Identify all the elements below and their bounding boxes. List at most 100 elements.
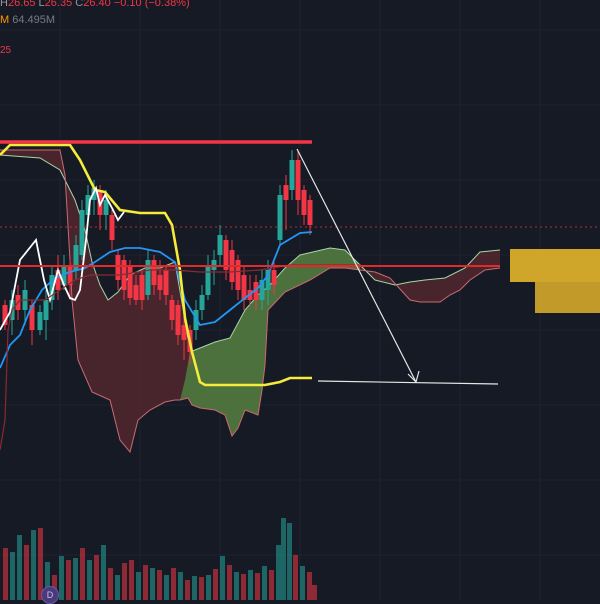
candle-body (151, 260, 157, 285)
volume-bar (234, 572, 239, 600)
volume-bar (66, 560, 71, 600)
candle-body (259, 280, 265, 300)
candle-body (265, 270, 271, 290)
close-label: C (75, 0, 84, 9)
high-label: H (0, 0, 8, 9)
candle-body (2, 305, 8, 325)
candle-body (115, 255, 121, 280)
volume-bar (213, 569, 218, 600)
volume-bar (143, 565, 148, 600)
candle-body (241, 275, 247, 300)
volume-bar (10, 552, 15, 600)
volume-bar (227, 565, 232, 600)
candle-body (235, 260, 241, 290)
volume-bar (307, 572, 312, 600)
candle-body (29, 305, 35, 330)
target-zone-lower (535, 282, 600, 313)
volume-bar (178, 572, 183, 600)
volume-bar (3, 548, 8, 600)
volume-bar (17, 535, 22, 600)
candle-body (157, 275, 163, 290)
candle-body (199, 295, 205, 310)
candle-body (205, 265, 211, 295)
volume-bar (38, 528, 43, 600)
volume-bar (87, 560, 92, 600)
low-value: 26.35 (44, 0, 73, 9)
volume-bar (31, 530, 36, 600)
candle-body (295, 160, 301, 200)
volume-bar (192, 576, 197, 600)
indicator-legend: 25 (0, 45, 12, 56)
volume-bar (262, 566, 267, 600)
volume-bar (206, 575, 211, 600)
candle-body (103, 200, 109, 215)
volume-bar (24, 545, 29, 600)
dividend-badge[interactable]: D (41, 586, 59, 604)
target-line (317, 380, 499, 385)
candle-body (253, 282, 259, 300)
ichimoku-cloud (0, 149, 501, 454)
volume-bar (45, 562, 50, 600)
candle-body (163, 270, 169, 295)
lagging-red-line (0, 264, 360, 451)
close-value: 26.40 (83, 0, 111, 9)
volume-bar (108, 568, 113, 600)
candle-body (283, 185, 289, 200)
volume-bar (101, 545, 106, 600)
volume-bar (164, 575, 169, 600)
volume-bars (3, 518, 317, 600)
candle-body (139, 275, 145, 300)
candle-body (49, 275, 55, 300)
candle-body (217, 235, 223, 255)
volume-bar (276, 545, 281, 600)
user-drawings[interactable] (0, 140, 600, 385)
volume-value: 64.495M (12, 14, 56, 26)
candle-body (127, 265, 133, 298)
volume-bar (122, 563, 127, 600)
candle-body (73, 245, 79, 270)
volume-bar (80, 548, 85, 600)
candle-body (289, 160, 295, 190)
volume-bar (300, 566, 305, 600)
senkou-span-a (0, 154, 501, 353)
candle-body (67, 265, 73, 285)
kumo-bear (0, 150, 500, 452)
tenkan-line (0, 231, 313, 369)
candle-body (271, 270, 277, 285)
kumo-bull (180, 248, 360, 436)
candle-body (307, 200, 313, 225)
volume-bar (136, 572, 141, 600)
projection-arrow (296, 148, 417, 383)
volume-bar (59, 556, 64, 600)
volume-bar (185, 580, 190, 600)
kijun-line (0, 143, 312, 387)
volume-prefix: M (0, 14, 10, 26)
change-value: −0.10 (−0.38%) (113, 0, 190, 9)
volume-bar (255, 573, 260, 600)
volume-bar (220, 556, 225, 600)
volume-legend: M 64.495M (0, 14, 55, 26)
volume-bar (73, 558, 78, 600)
ohlc-legend: H26.65 L26.35 C26.40 −0.10 (−0.38%) (0, 0, 190, 9)
candle-body (79, 210, 85, 255)
candle-body (175, 305, 181, 335)
arrow-head (407, 370, 420, 384)
candle-body (301, 190, 307, 215)
candle-body (223, 240, 229, 270)
volume-bar (171, 568, 176, 600)
volume-bar (312, 585, 317, 600)
volume-bar (94, 555, 99, 600)
volume-bar (241, 574, 246, 600)
candle-body (169, 300, 175, 320)
volume-bar (150, 568, 155, 600)
target-zone-upper (510, 249, 600, 282)
volume-bar (157, 570, 162, 600)
volume-bar (287, 523, 292, 600)
volume-bar (199, 577, 204, 600)
candle-body (181, 325, 187, 340)
high-value: 26.65 (7, 0, 36, 9)
volume-bar (129, 560, 134, 600)
volume-bar (269, 570, 274, 600)
candle-body (43, 300, 49, 320)
